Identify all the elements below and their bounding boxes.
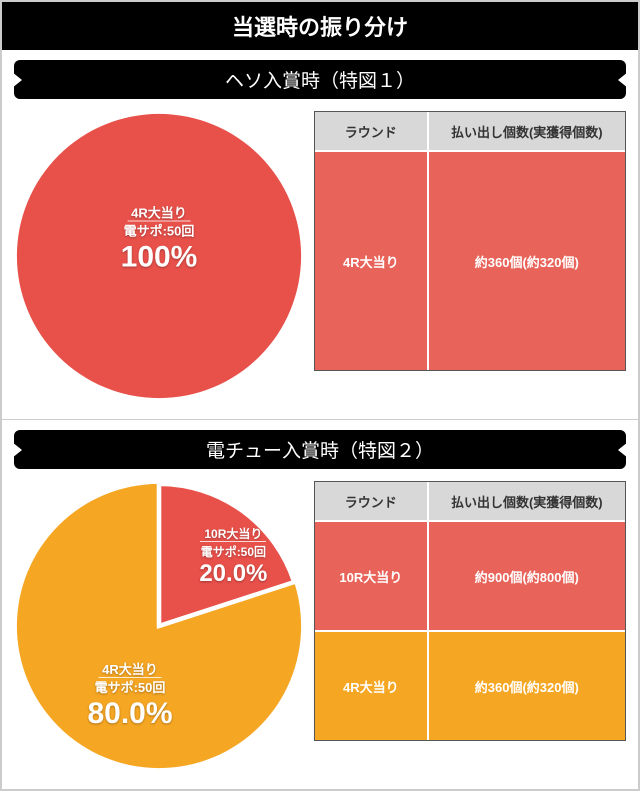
table-row: 10R大当り 約900個(約800個) (315, 520, 625, 630)
table-1: ラウンド 払い出し個数(実獲得個数) 4R大当り 約360個(約320個) (314, 111, 626, 371)
th-payout: 払い出し個数(実獲得個数) (427, 112, 625, 150)
table-row: 4R大当り 約360個(約320個) (315, 630, 625, 740)
cell-round: 10R大当り (315, 520, 427, 630)
pie-2-label-orange: 4R大当り 電サポ:50回 80.0% (87, 661, 172, 730)
cell-payout: 約360個(約320個) (427, 630, 625, 740)
table-header-row: ラウンド 払い出し個数(実獲得個数) (315, 112, 625, 150)
table-2: ラウンド 払い出し個数(実獲得個数) 10R大当り 約900個(約800個) 4… (314, 481, 626, 741)
section-1: ヘソ入賞時（特図１） 4R大当り 電サポ:50回 100% ラウンド 払い出し個… (2, 50, 638, 419)
th-payout: 払い出し個数(実獲得個数) (427, 482, 625, 520)
table-row: 4R大当り 約360個(約320個) (315, 150, 625, 370)
pie-chart-2: 10R大当り 電サポ:50回 20.0% 4R大当り 電サポ:50回 80.0% (14, 481, 304, 771)
cell-round: 4R大当り (315, 150, 427, 370)
pie-chart-1: 4R大当り 電サポ:50回 100% (14, 111, 304, 401)
page-title: 当選時の振り分け (2, 2, 638, 50)
pie-1-label: 4R大当り 電サポ:50回 100% (120, 204, 199, 273)
pie-2-label-red: 10R大当り 電サポ:50回 20.0% (197, 525, 270, 587)
th-round: ラウンド (315, 482, 427, 520)
cell-payout: 約360個(約320個) (427, 150, 625, 370)
section-1-content: 4R大当り 電サポ:50回 100% ラウンド 払い出し個数(実獲得個数) 4R… (14, 111, 626, 401)
main-container: 当選時の振り分け ヘソ入賞時（特図１） 4R大当り 電サポ:50回 100% ラ… (0, 0, 640, 791)
cell-round: 4R大当り (315, 630, 427, 740)
cell-payout: 約900個(約800個) (427, 520, 625, 630)
table-header-row: ラウンド 払い出し個数(実獲得個数) (315, 482, 625, 520)
section-1-title: ヘソ入賞時（特図１） (14, 60, 626, 99)
section-2-content: 10R大当り 電サポ:50回 20.0% 4R大当り 電サポ:50回 80.0%… (14, 481, 626, 771)
th-round: ラウンド (315, 112, 427, 150)
section-2-title: 電チュー入賞時（特図２） (14, 430, 626, 469)
section-2: 電チュー入賞時（特図２） 10R大当り 電サポ:50回 20.0% 4R大当り … (2, 419, 638, 789)
